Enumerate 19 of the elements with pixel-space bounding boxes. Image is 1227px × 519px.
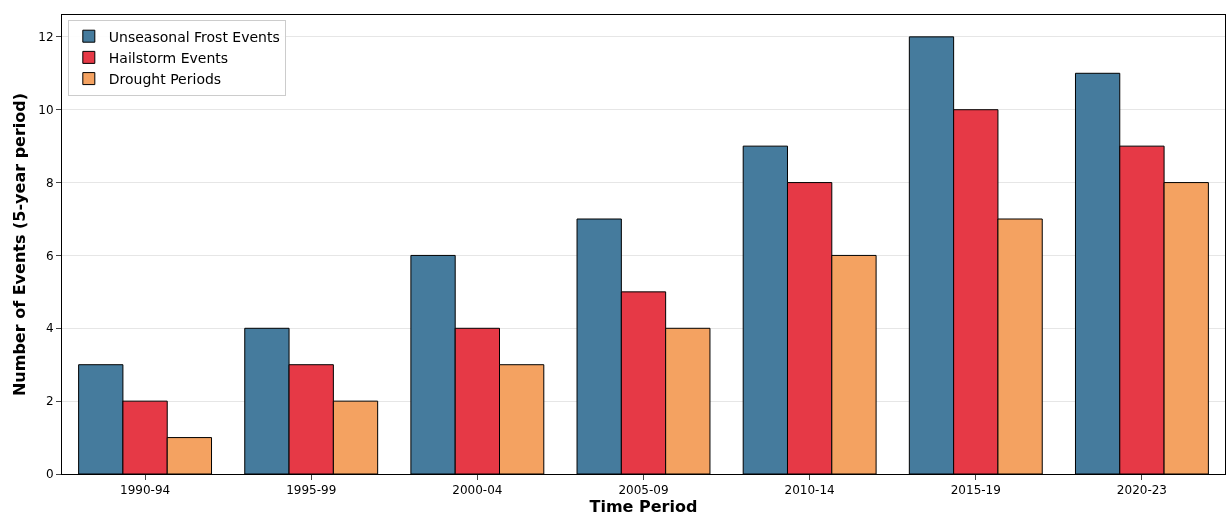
x-tick-label: 1990-94 (120, 483, 171, 498)
y-tick-label: 4 (45, 321, 54, 336)
x-axis-title: Time Period (589, 497, 698, 517)
x-tick-label: 2020-23 (1116, 483, 1167, 498)
x-tick-label: 1995-99 (286, 483, 337, 498)
y-tick-label: 10 (38, 102, 54, 117)
y-tick-label: 8 (45, 175, 54, 190)
y-tick-label: 0 (45, 467, 54, 482)
x-tick-label: 2015-19 (950, 483, 1001, 498)
y-tick-label: 12 (38, 30, 54, 45)
y-tick-label: 6 (45, 248, 54, 263)
x-tick-label: 2005-09 (618, 483, 669, 498)
y-axis-title: Number of Events (5-year period) (10, 92, 30, 397)
y-tick-label: 2 (45, 394, 54, 409)
x-tick-label: 2000-04 (452, 483, 503, 498)
legend-label: Hailstorm Events (108, 49, 229, 66)
legend-label: Unseasonal Frost Events (108, 28, 280, 45)
legend-label: Drought Periods (108, 71, 222, 88)
x-tick-label: 2010-14 (784, 483, 835, 498)
